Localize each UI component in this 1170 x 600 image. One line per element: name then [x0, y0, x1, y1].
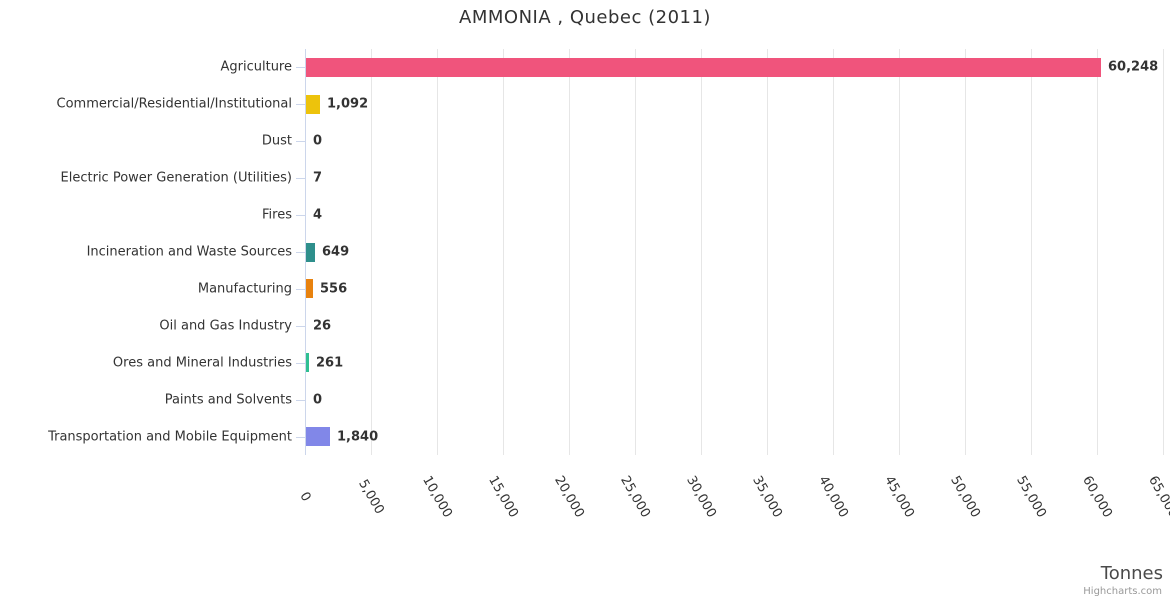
y-tick-mark — [296, 289, 305, 290]
x-tick-label: 10,000 — [419, 473, 455, 521]
y-tick-mark — [296, 437, 305, 438]
gridline — [1163, 49, 1164, 455]
x-tick-label: 40,000 — [815, 473, 851, 521]
x-tick-label: 30,000 — [683, 473, 719, 521]
y-tick-mark — [296, 178, 305, 179]
bar[interactable] — [306, 279, 313, 298]
bar[interactable] — [306, 58, 1101, 77]
data-label: 4 — [313, 207, 323, 223]
gridline — [635, 49, 636, 455]
data-label: 0 — [313, 392, 323, 408]
x-tick-label: 65,000 — [1145, 473, 1170, 521]
data-label: 649 — [322, 244, 350, 260]
gridline — [371, 49, 372, 455]
category-label: Electric Power Generation (Utilities) — [60, 170, 292, 186]
gridline — [503, 49, 504, 455]
gridline — [767, 49, 768, 455]
bar[interactable] — [306, 427, 330, 446]
data-label: 0 — [313, 133, 323, 149]
bar[interactable] — [306, 353, 309, 372]
x-axis-title: Tonnes — [1100, 563, 1163, 584]
x-tick-label: 60,000 — [1079, 473, 1115, 521]
data-label: 1,092 — [327, 96, 369, 112]
gridline — [701, 49, 702, 455]
gridline — [965, 49, 966, 455]
chart-title: AMMONIA , Quebec (2011) — [459, 7, 711, 28]
plot-area: 60,248 1,092 0 7 4 649 556 26 261 0 1,840 — [305, 49, 1164, 455]
x-tick-label: 25,000 — [617, 473, 653, 521]
highcharts-credit-link[interactable]: Highcharts.com — [1083, 586, 1162, 597]
gridline — [1097, 49, 1098, 455]
y-tick-mark — [296, 363, 305, 364]
data-label: 261 — [316, 355, 344, 371]
data-label: 26 — [313, 318, 332, 334]
data-label: 60,248 — [1108, 59, 1159, 75]
category-label: Incineration and Waste Sources — [86, 244, 292, 260]
y-axis-category-labels: Agriculture Commercial/Residential/Instit… — [0, 49, 292, 455]
x-tick-label: 35,000 — [749, 473, 785, 521]
category-label: Fires — [262, 207, 292, 223]
x-axis-tick-labels: 0 5,000 10,000 15,000 20,000 25,000 30,000 35,0… — [296, 455, 1170, 550]
gridline — [833, 49, 834, 455]
bar[interactable] — [306, 95, 320, 114]
data-label: 1,840 — [337, 429, 379, 445]
x-tick-label: 5,000 — [355, 477, 387, 517]
x-tick-label: 20,000 — [551, 473, 587, 521]
y-tick-mark — [296, 67, 305, 68]
category-label: Commercial/Residential/Institutional — [56, 96, 293, 112]
x-tick-label: 55,000 — [1013, 473, 1049, 521]
y-axis-ticks — [0, 49, 305, 455]
bar[interactable] — [306, 243, 315, 262]
category-label: Transportation and Mobile Equipment — [48, 429, 292, 445]
y-tick-mark — [296, 326, 305, 327]
data-label: 556 — [320, 281, 348, 297]
y-tick-mark — [296, 141, 305, 142]
y-tick-mark — [296, 215, 305, 216]
x-tick-label: 50,000 — [947, 473, 983, 521]
category-label: Dust — [261, 133, 292, 149]
y-tick-mark — [296, 104, 305, 105]
x-tick-label: 15,000 — [485, 473, 521, 521]
y-tick-mark — [296, 252, 305, 253]
category-label: Oil and Gas Industry — [159, 318, 292, 334]
category-label: Paints and Solvents — [164, 392, 292, 408]
x-tick-label: 45,000 — [881, 473, 917, 521]
gridline — [1031, 49, 1032, 455]
category-label: Agriculture — [220, 59, 293, 75]
x-tick-label: 0 — [296, 489, 314, 505]
y-axis-line — [305, 49, 306, 455]
category-label: Ores and Mineral Industries — [112, 355, 292, 371]
gridline — [437, 49, 438, 455]
data-label: 7 — [313, 170, 323, 186]
y-tick-mark — [296, 400, 305, 401]
gridline — [569, 49, 570, 455]
gridline — [899, 49, 900, 455]
category-label: Manufacturing — [197, 281, 292, 297]
